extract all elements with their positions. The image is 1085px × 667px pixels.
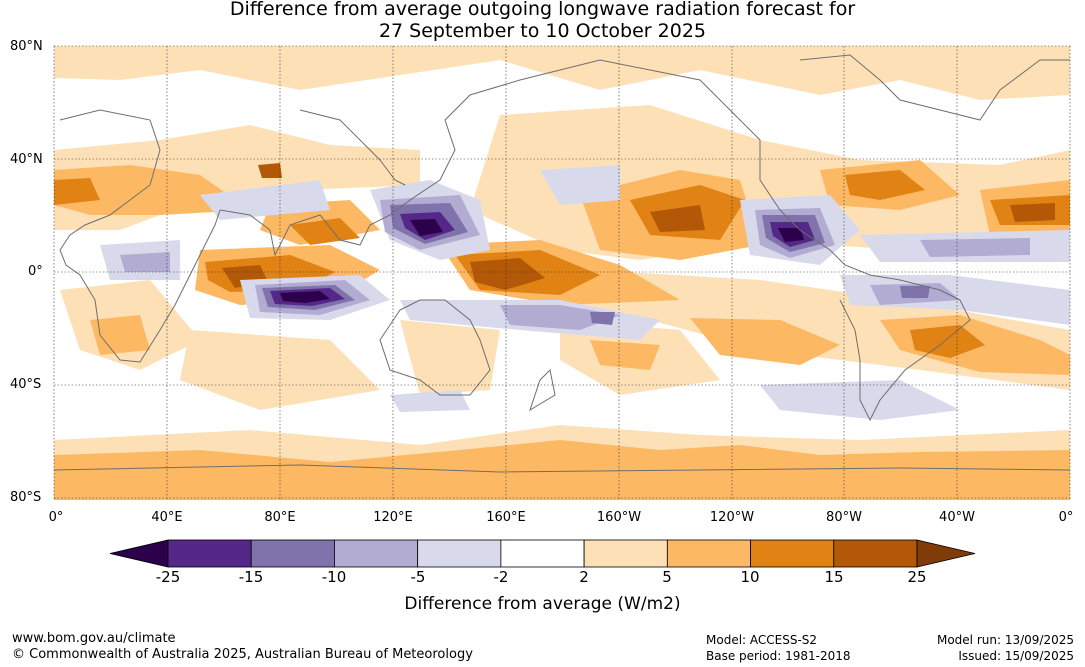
colorbar-swatch [250, 539, 335, 568]
coastlines [54, 54, 1070, 473]
lon-label-40w: 40°W [939, 510, 975, 525]
lon-label-160w: 160°W [596, 510, 642, 525]
footer-model-run: Model run: 13/09/2025 [936, 633, 1074, 647]
footer-copyright: © Commonwealth of Australia 2025, Austra… [12, 647, 473, 662]
lon-label-40e: 40°E [151, 510, 183, 525]
lon-label-80w: 80°W [826, 510, 862, 525]
colorbar-swatch [833, 539, 918, 568]
colorbar-swatch [500, 539, 585, 568]
colorbar-swatch [417, 539, 502, 568]
colorbar-swatch [750, 539, 835, 568]
colorbar-tick: -5 [410, 568, 426, 586]
colorbar-tick: -10 [321, 568, 347, 586]
colorbar-tick: 2 [579, 568, 589, 586]
graticule [53, 45, 1071, 500]
colorbar-tick: 15 [824, 568, 844, 586]
footer-model: Model: ACCESS-S2 [706, 633, 818, 647]
lon-label-120w: 120°W [709, 510, 755, 525]
map-title-line1: Difference from average outgoing longwav… [229, 0, 856, 20]
colorbar-tick: -25 [155, 568, 181, 586]
colorbar-tick: -2 [493, 568, 509, 586]
lon-label-160e: 160°E [486, 510, 526, 525]
lat-label-40s: 40°S [10, 377, 42, 392]
lon-label-0: 0° [48, 510, 64, 525]
lat-label-40n: 40°N [10, 152, 43, 167]
lon-label-80e: 80°E [264, 510, 296, 525]
map-title-line2: 27 September to 10 October 2025 [378, 20, 707, 42]
colorbar-tick: -15 [238, 568, 264, 586]
colorbar-swatch [167, 539, 252, 568]
lon-label-120e: 120°E [373, 510, 413, 525]
lat-label-80s: 80°S [10, 490, 42, 505]
colorbar-min-arrow [109, 539, 169, 568]
footer-issued: Issued: 15/09/2025 [958, 649, 1074, 663]
footer-base-period: Base period: 1981-2018 [706, 649, 851, 663]
lat-label-80n: 80°N [10, 39, 43, 54]
colorbar-swatch [583, 539, 668, 568]
lat-label-equator: 0° [28, 264, 43, 279]
colorbar-max-arrow [916, 539, 976, 568]
colorbar-title: Difference from average (W/m2) [404, 594, 681, 614]
colorbar-swatch [666, 539, 751, 568]
footer-url[interactable]: www.bom.gov.au/climate [12, 631, 176, 646]
lon-label-0-right: 0° [1058, 510, 1074, 525]
colorbar-tick: 10 [740, 568, 760, 586]
colorbar-swatch [334, 539, 419, 568]
colorbar-tick: 25 [907, 568, 927, 586]
colorbar-tick: 5 [662, 568, 672, 586]
